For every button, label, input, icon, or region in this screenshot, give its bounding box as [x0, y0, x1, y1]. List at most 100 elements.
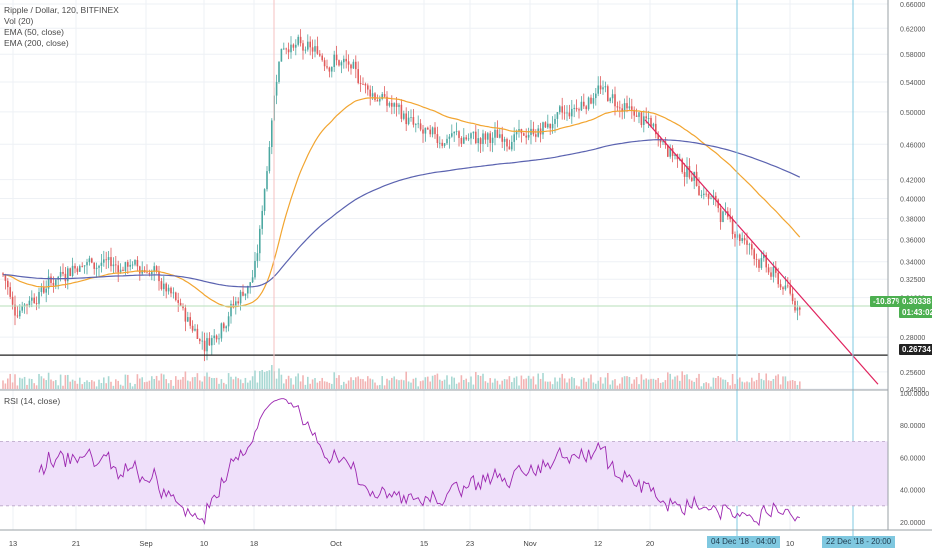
volume-bar	[203, 376, 206, 389]
volume-bar	[107, 376, 110, 389]
candle-body	[681, 159, 683, 173]
volume-bar	[232, 379, 235, 389]
volume-bar	[117, 380, 119, 389]
candle-body	[237, 301, 239, 304]
volume-bar	[67, 374, 69, 389]
candle-body	[26, 304, 28, 306]
candle-body	[76, 268, 79, 272]
candle-body	[158, 271, 160, 282]
volume-bar	[525, 378, 527, 389]
symbol-title[interactable]: Ripple / Dollar, 120, BITFINEX	[4, 5, 119, 15]
price-tick-label: 0.34000	[900, 260, 925, 267]
candle-body	[477, 138, 479, 144]
volume-bar	[731, 373, 734, 389]
candle-body	[604, 86, 607, 88]
candle-body	[710, 198, 712, 200]
candle-body	[16, 315, 19, 317]
volume-bar	[626, 376, 628, 389]
candle-body	[328, 67, 331, 72]
volume-bar	[472, 384, 475, 389]
candle-body	[67, 268, 69, 282]
volume-bar	[239, 379, 242, 389]
legend-rsi[interactable]: RSI (14, close)	[4, 396, 61, 406]
candle-body	[285, 48, 287, 50]
volume-bar	[520, 375, 523, 389]
date-marker-second: 22 Dec '18 - 20:00	[822, 536, 896, 548]
candle-body	[266, 171, 268, 190]
candle-body	[47, 276, 50, 289]
volume-bar	[518, 385, 520, 389]
volume-bar	[719, 377, 722, 389]
volume-bar	[712, 377, 715, 389]
candle-body	[347, 61, 350, 65]
volume-bar	[57, 385, 59, 389]
candle-body	[386, 96, 388, 106]
volume-bar	[554, 377, 556, 389]
legend-ema50[interactable]: EMA (50, close)	[4, 27, 64, 37]
volume-bar	[578, 386, 580, 389]
candle-body	[40, 287, 43, 293]
candle-body	[235, 301, 237, 306]
candle-body	[638, 112, 640, 117]
candle-body	[309, 41, 311, 48]
candle-body	[650, 118, 652, 127]
candle-body	[429, 129, 431, 135]
volume-bar	[583, 377, 585, 389]
volume-bar	[304, 384, 307, 389]
candle-body	[196, 328, 199, 339]
candle-body	[487, 133, 489, 140]
volume-bar	[345, 383, 347, 389]
volume-bar	[201, 381, 203, 389]
volume-bar	[693, 381, 695, 389]
time-tick-label: 10	[200, 539, 208, 548]
candle-body	[640, 112, 643, 125]
volume-bar	[779, 384, 782, 389]
volume-bar	[268, 370, 271, 389]
volume-bar	[326, 381, 328, 389]
volume-bar	[143, 382, 146, 389]
candle-body	[494, 129, 496, 138]
candle-body	[729, 216, 731, 220]
candle-body	[333, 54, 335, 68]
candle-body	[187, 317, 189, 322]
volume-bar	[429, 381, 431, 389]
candle-body	[566, 112, 568, 114]
volume-bar	[187, 380, 189, 389]
volume-bar	[220, 379, 223, 389]
candle-body	[21, 306, 23, 311]
legend-ema200[interactable]: EMA (200, close)	[4, 38, 69, 48]
volume-bar	[643, 379, 645, 389]
candle-body	[395, 103, 398, 107]
volume-bar	[796, 384, 799, 389]
volume-bar	[323, 381, 326, 389]
volume-bar	[734, 383, 736, 389]
candle-body	[146, 272, 148, 274]
rsi-tick-label: 20.0000	[900, 520, 925, 527]
candle-body	[643, 116, 645, 125]
candle-body	[513, 134, 515, 142]
volume-bar	[674, 376, 676, 389]
candle-body	[551, 123, 554, 129]
volume-bar	[256, 382, 259, 389]
candle-body	[355, 61, 357, 70]
price-levels	[0, 0, 888, 536]
candle-body	[19, 310, 21, 317]
candle-body	[319, 53, 321, 56]
candle-body	[314, 46, 316, 52]
candle-body	[571, 108, 573, 117]
candle-body	[119, 269, 122, 273]
candle-body	[607, 86, 609, 102]
volume-bar	[422, 380, 424, 389]
candle-body	[479, 138, 482, 144]
volume-bar	[26, 384, 28, 389]
candle-body	[631, 106, 633, 110]
volume-bar	[383, 385, 386, 389]
legend-volume[interactable]: Vol (20)	[4, 16, 34, 26]
candle-body	[434, 127, 436, 135]
ema200-line	[2, 139, 801, 288]
volume-bar	[388, 380, 391, 389]
volume-bar	[417, 386, 419, 389]
volume-bar	[259, 371, 261, 389]
candle-body	[352, 61, 355, 69]
